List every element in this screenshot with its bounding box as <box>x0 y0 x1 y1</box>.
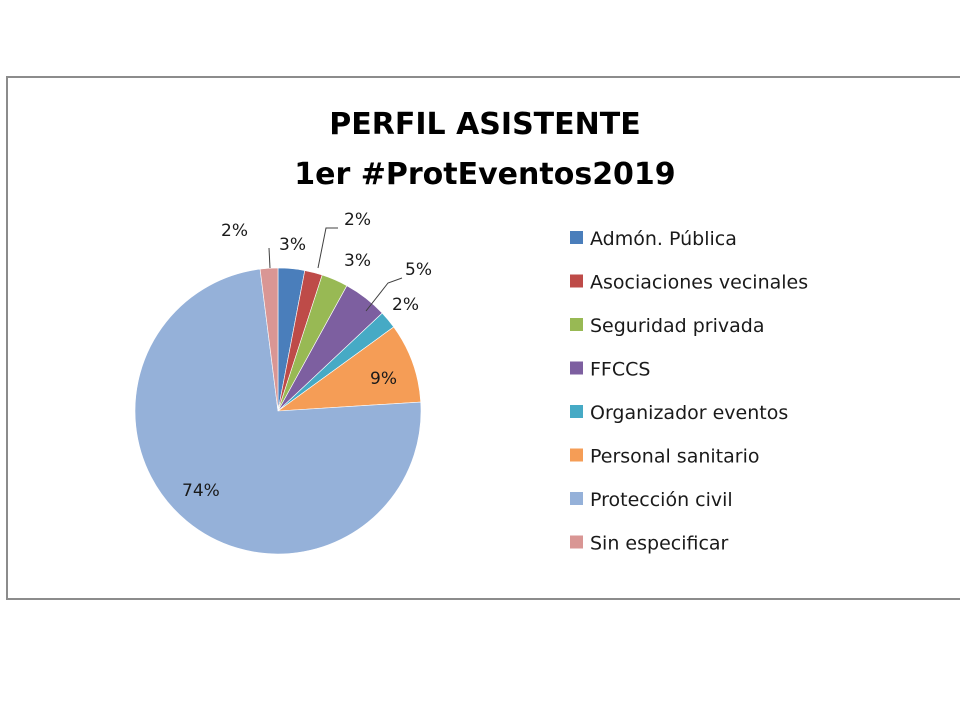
legend-swatch-sin-especificar <box>570 535 583 549</box>
data-label-organizador-eventos: 2% <box>392 295 419 315</box>
legend-label-proteccion-civil: Protección civil <box>590 489 733 511</box>
legend-label-seguridad-privada: Seguridad privada <box>590 315 765 337</box>
data-label-personal-sanitario: 9% <box>370 369 397 389</box>
pie-slices <box>134 267 422 555</box>
legend-swatch-asociaciones-vecinales <box>570 274 583 288</box>
legend-swatch-personal-sanitario <box>570 448 583 462</box>
leader-lines <box>268 227 403 312</box>
leader-line-sin-especificar <box>268 247 271 269</box>
chart-frame: PERFIL ASISTENTE 1er #ProtEventos2019 3%… <box>6 76 960 600</box>
legend-swatch-proteccion-civil <box>570 492 583 505</box>
legend-label-sin-especificar: Sin especificar <box>590 533 729 555</box>
chart-title-line-1: PERFIL ASISTENTE <box>329 107 640 142</box>
legend-label-asociaciones-vecinales: Asociaciones vecinales <box>590 272 808 294</box>
legend-label-personal-sanitario: Personal sanitario <box>590 446 759 468</box>
pie-slice-sin-especificar <box>259 267 279 412</box>
data-labels: 3% 2% 3% 5% 2% 9% 74% 2% <box>182 210 432 501</box>
legend-swatch-seguridad-privada <box>570 318 583 331</box>
legend-label-organizador-eventos: Organizador eventos <box>590 402 788 424</box>
data-label-sin-especificar: 2% <box>221 221 248 241</box>
legend-label-ffccs: FFCCS <box>590 359 650 381</box>
data-label-ffccs: 5% <box>405 260 432 280</box>
data-label-seguridad-privada: 3% <box>344 251 371 271</box>
legend-swatch-admon-publica <box>570 231 583 244</box>
legend-swatch-ffccs <box>570 361 583 375</box>
legend-label-admon-publica: Admón. Pública <box>590 228 737 250</box>
legend: Admón. Pública Asociaciones vecinales Segu… <box>570 228 808 555</box>
data-label-asociaciones-vecinales: 2% <box>344 210 371 230</box>
data-label-proteccion-civil: 74% <box>182 481 220 501</box>
pie-slice-personal-sanitario <box>276 326 422 412</box>
leader-line-asociaciones-vecinales <box>317 227 338 269</box>
pie-chart: PERFIL ASISTENTE 1er #ProtEventos2019 3%… <box>134 107 808 555</box>
chart-title-line-2: 1er #ProtEventos2019 <box>294 157 675 192</box>
data-label-admon-publica: 3% <box>279 235 306 255</box>
leader-line-ffccs <box>365 277 403 312</box>
legend-swatch-organizador-eventos <box>570 405 583 418</box>
pie-slice-proteccion-civil <box>134 268 422 555</box>
